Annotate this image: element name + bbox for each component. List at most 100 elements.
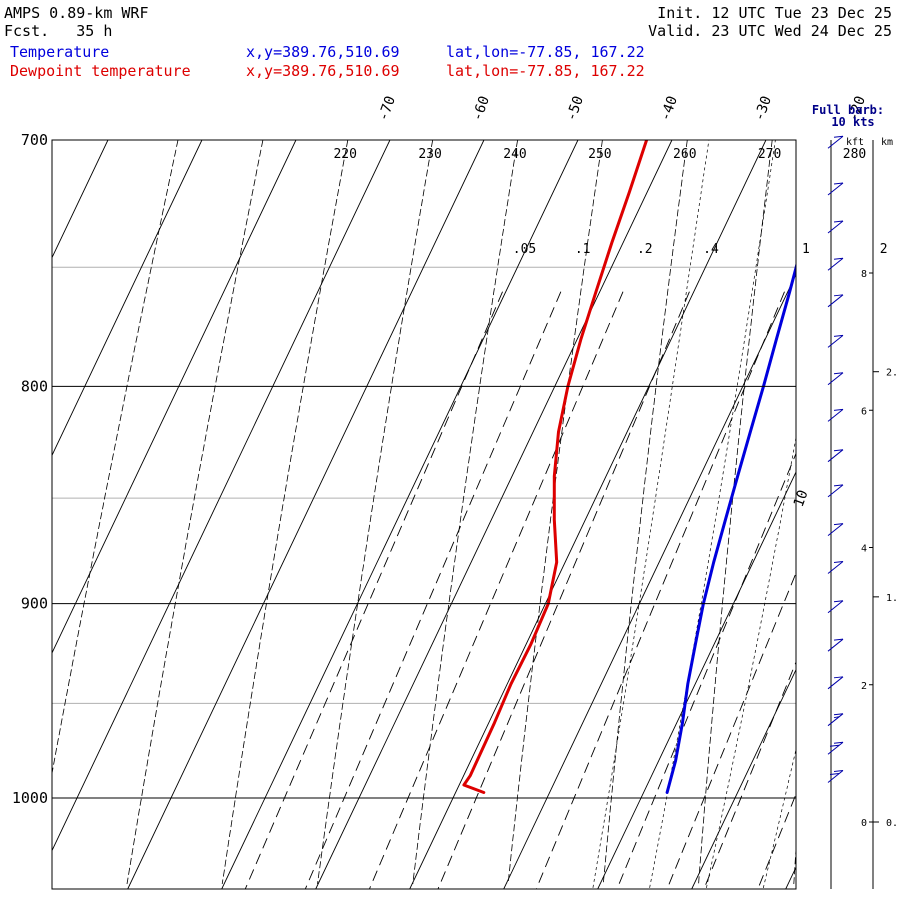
wind-barb-flag xyxy=(833,484,844,487)
wind-barb-flag xyxy=(833,769,844,772)
mixing-ratio-label: .1 xyxy=(575,242,591,257)
wind-barb-flag xyxy=(833,220,844,223)
barb-key-line2: 10 kts xyxy=(831,115,874,129)
wind-barb-flag xyxy=(833,449,844,452)
wind-barb-staff xyxy=(827,372,844,386)
barb-key-line1: Full barb: xyxy=(812,103,884,117)
theta-label: 260 xyxy=(673,147,696,162)
pressure-tick-label: 1000 xyxy=(12,789,48,807)
wind-barb-flag xyxy=(829,772,840,775)
mixing-ratio-label: 2 xyxy=(880,242,888,257)
wind-barb-staff xyxy=(827,334,844,348)
kft-tick-label: 2 xyxy=(861,681,867,692)
isotherm-label: -30 xyxy=(751,94,775,123)
theta-label: 230 xyxy=(418,147,441,162)
wind-barb-flag xyxy=(833,523,844,526)
isotherm-line xyxy=(0,140,14,889)
wind-barb-staff xyxy=(827,220,844,234)
dry-adiabat xyxy=(507,140,603,885)
wind-barb-flag xyxy=(829,744,840,747)
pressure-tick-label: 900 xyxy=(21,595,48,613)
kft-tick-label: 4 xyxy=(861,544,867,555)
legend-dewpoint-label: Dewpoint temperature xyxy=(10,62,191,80)
mixing-ratio-line xyxy=(244,291,503,889)
mixing-ratio-label: .05 xyxy=(513,242,536,257)
wind-barb-flag xyxy=(833,135,844,138)
mixing-ratio-label: .4 xyxy=(703,242,719,257)
wind-barb-staff xyxy=(827,182,844,196)
wind-barb-flag xyxy=(833,408,844,411)
wind-barb-staff xyxy=(827,770,844,783)
isotherm-label: -70 xyxy=(375,94,399,123)
dry-adiabat xyxy=(412,140,518,885)
wind-barb-staff xyxy=(827,638,844,652)
legend-temperature-latlon: lat,lon=-77.85, 167.22 xyxy=(446,43,645,61)
isotherm-line xyxy=(52,140,297,654)
km-axis-label: km xyxy=(881,137,893,148)
wind-barb-flag xyxy=(833,257,844,260)
valid-time: Valid. 23 UTC Wed 24 Dec 25 xyxy=(648,22,892,40)
legend-temperature-label: Temperature xyxy=(10,43,110,61)
isotherm-line xyxy=(52,140,203,457)
plot-frame xyxy=(51,139,797,890)
wind-barb-flag xyxy=(833,600,844,603)
mixing-ratio-line xyxy=(369,291,624,889)
wind-barb-staff xyxy=(827,294,844,308)
km-tick-label: 0. xyxy=(886,818,898,829)
isotherm-label: -60 xyxy=(469,94,493,123)
isotherm-line xyxy=(52,140,109,259)
km-tick-label: 1. xyxy=(886,593,898,604)
wind-barb-staff xyxy=(827,408,844,422)
kft-axis-label: kft xyxy=(846,137,864,148)
wind-barb-staff xyxy=(827,449,844,463)
wind-barb-staff xyxy=(827,484,844,498)
legend-dewpoint-latlon: lat,lon=-77.85, 167.22 xyxy=(446,62,645,80)
diagram-labels: 7008009001000-70-60-50-40-30-20-10010220… xyxy=(12,94,888,807)
wind-barb-flag xyxy=(833,561,844,564)
mixing-ratio-line xyxy=(666,571,796,889)
km-tick-label: 2. xyxy=(886,368,898,379)
isotherm-label: -40 xyxy=(657,94,681,123)
legend-dewpoint-xy: x,y=389.76,510.69 xyxy=(246,62,400,80)
isotherm-line xyxy=(503,273,796,889)
kft-tick-label: 6 xyxy=(861,406,867,417)
dry-adiabat xyxy=(602,140,688,885)
wind-barb-staff xyxy=(827,523,844,536)
isotherm-line xyxy=(315,140,673,889)
dewpoint-profile-line xyxy=(462,140,649,794)
temperature-profile-line xyxy=(665,261,796,794)
isotherm-label: -50 xyxy=(563,94,587,123)
wind-barb-flag xyxy=(833,182,844,185)
wind-barb-flag xyxy=(833,713,844,716)
theta-label: 270 xyxy=(758,147,781,162)
wind-barb-staff xyxy=(827,713,844,727)
wind-barb-flag xyxy=(833,638,844,641)
legend-temperature-xy: x,y=389.76,510.69 xyxy=(246,43,400,61)
theta-label: 250 xyxy=(588,147,611,162)
pressure-tick-label: 800 xyxy=(21,377,48,395)
wind-barb-half-flag xyxy=(833,716,840,719)
wind-barb-flag xyxy=(833,372,844,375)
isotherm-line xyxy=(52,140,391,852)
wind-barb-flag xyxy=(833,741,844,744)
init-time: Init. 12 UTC Tue 23 Dec 25 xyxy=(657,4,892,22)
dry-adiabat xyxy=(126,140,264,885)
dry-adiabat xyxy=(221,140,349,885)
wind-barb-staff xyxy=(827,561,844,574)
isotherm-line xyxy=(221,140,579,889)
wind-barb-staff xyxy=(827,257,844,271)
dry-adiabat xyxy=(889,140,900,884)
mixing-ratio-label: .2 xyxy=(637,242,653,257)
theta-label: 220 xyxy=(333,147,356,162)
isotherm-line xyxy=(691,668,796,889)
wind-barb-staff xyxy=(827,600,844,614)
diagram-background-lines xyxy=(0,140,900,889)
mixing-ratio-line xyxy=(304,291,562,889)
dry-adiabat xyxy=(698,140,773,885)
pressure-tick-label: 700 xyxy=(21,131,48,149)
wind-barb-staff xyxy=(827,676,844,690)
mixing-ratio-line xyxy=(757,793,796,889)
wind-barb-staff xyxy=(827,741,844,755)
mixing-ratio-label: 1 xyxy=(802,242,810,257)
